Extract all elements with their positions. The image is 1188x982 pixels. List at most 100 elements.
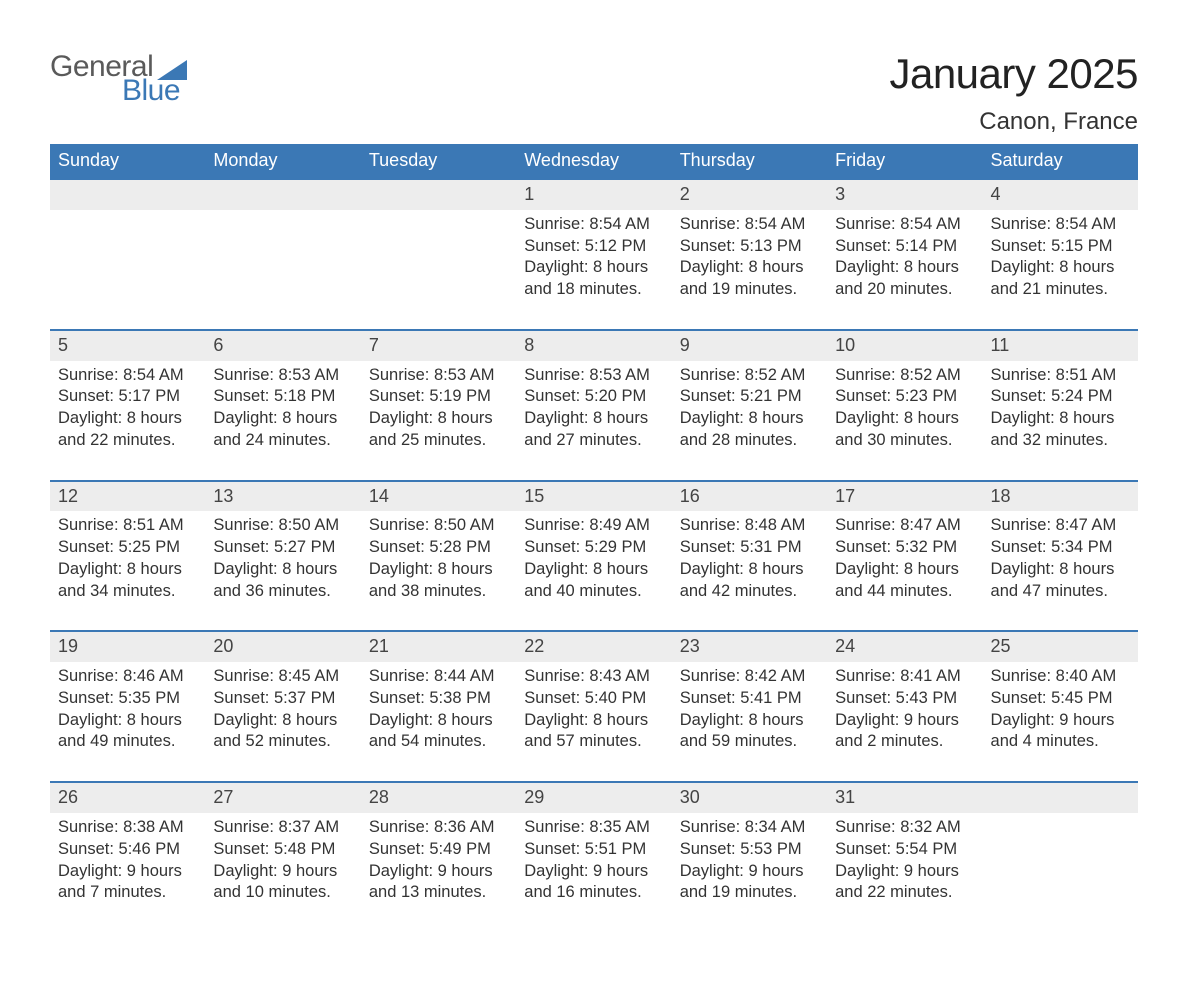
day-sunset: Sunset: 5:45 PM <box>991 688 1130 710</box>
day-sunrise: Sunrise: 8:52 AM <box>680 365 819 387</box>
month-title: January 2025 <box>889 50 1138 98</box>
day-number: 16 <box>672 482 827 512</box>
day-dl1: Daylight: 8 hours <box>213 559 352 581</box>
day-sunset: Sunset: 5:38 PM <box>369 688 508 710</box>
day-dl1: Daylight: 9 hours <box>369 861 508 883</box>
day-number <box>205 180 360 210</box>
calendar-day-cell <box>361 179 516 330</box>
calendar-week-row: 5Sunrise: 8:54 AMSunset: 5:17 PMDaylight… <box>50 330 1138 481</box>
calendar-day-cell: 8Sunrise: 8:53 AMSunset: 5:20 PMDaylight… <box>516 330 671 481</box>
day-sunrise: Sunrise: 8:53 AM <box>369 365 508 387</box>
day-sunset: Sunset: 5:43 PM <box>835 688 974 710</box>
day-number: 18 <box>983 482 1138 512</box>
day-dl1: Daylight: 8 hours <box>680 710 819 732</box>
day-header: Friday <box>827 144 982 179</box>
day-dl2: and 24 minutes. <box>213 430 352 452</box>
day-sunrise: Sunrise: 8:42 AM <box>680 666 819 688</box>
day-number: 31 <box>827 783 982 813</box>
logo: General Blue <box>50 50 187 120</box>
day-number: 21 <box>361 632 516 662</box>
calendar-day-cell <box>205 179 360 330</box>
day-dl1: Daylight: 8 hours <box>58 408 197 430</box>
day-dl2: and 36 minutes. <box>213 581 352 603</box>
day-number: 23 <box>672 632 827 662</box>
day-header: Tuesday <box>361 144 516 179</box>
day-sunset: Sunset: 5:27 PM <box>213 537 352 559</box>
calendar-week-row: 1Sunrise: 8:54 AMSunset: 5:12 PMDaylight… <box>50 179 1138 330</box>
day-header: Wednesday <box>516 144 671 179</box>
day-sunset: Sunset: 5:32 PM <box>835 537 974 559</box>
calendar-day-cell: 27Sunrise: 8:37 AMSunset: 5:48 PMDayligh… <box>205 782 360 932</box>
title-block: January 2025 Canon, France <box>889 50 1138 136</box>
day-dl2: and 59 minutes. <box>680 731 819 753</box>
calendar-day-cell: 15Sunrise: 8:49 AMSunset: 5:29 PMDayligh… <box>516 481 671 632</box>
day-number: 13 <box>205 482 360 512</box>
day-number: 14 <box>361 482 516 512</box>
day-sunrise: Sunrise: 8:54 AM <box>524 214 663 236</box>
calendar-day-cell: 5Sunrise: 8:54 AMSunset: 5:17 PMDaylight… <box>50 330 205 481</box>
day-dl2: and 25 minutes. <box>369 430 508 452</box>
day-dl2: and 30 minutes. <box>835 430 974 452</box>
day-sunrise: Sunrise: 8:54 AM <box>680 214 819 236</box>
day-dl1: Daylight: 8 hours <box>524 710 663 732</box>
day-sunset: Sunset: 5:51 PM <box>524 839 663 861</box>
day-sunrise: Sunrise: 8:49 AM <box>524 515 663 537</box>
day-number <box>50 180 205 210</box>
day-sunset: Sunset: 5:46 PM <box>58 839 197 861</box>
day-dl2: and 44 minutes. <box>835 581 974 603</box>
day-dl2: and 2 minutes. <box>835 731 974 753</box>
day-dl2: and 18 minutes. <box>524 279 663 301</box>
day-number: 11 <box>983 331 1138 361</box>
day-sunset: Sunset: 5:21 PM <box>680 386 819 408</box>
day-sunset: Sunset: 5:28 PM <box>369 537 508 559</box>
day-number: 8 <box>516 331 671 361</box>
day-dl2: and 38 minutes. <box>369 581 508 603</box>
day-dl1: Daylight: 8 hours <box>835 408 974 430</box>
day-dl1: Daylight: 9 hours <box>835 861 974 883</box>
day-number: 1 <box>516 180 671 210</box>
calendar-day-cell: 10Sunrise: 8:52 AMSunset: 5:23 PMDayligh… <box>827 330 982 481</box>
location: Canon, France <box>889 108 1138 136</box>
day-dl2: and 10 minutes. <box>213 882 352 904</box>
day-sunrise: Sunrise: 8:52 AM <box>835 365 974 387</box>
day-sunset: Sunset: 5:15 PM <box>991 236 1130 258</box>
day-sunset: Sunset: 5:12 PM <box>524 236 663 258</box>
calendar-day-cell: 21Sunrise: 8:44 AMSunset: 5:38 PMDayligh… <box>361 631 516 782</box>
day-number: 22 <box>516 632 671 662</box>
day-sunset: Sunset: 5:14 PM <box>835 236 974 258</box>
day-dl2: and 7 minutes. <box>58 882 197 904</box>
day-sunrise: Sunrise: 8:44 AM <box>369 666 508 688</box>
day-number: 2 <box>672 180 827 210</box>
day-sunset: Sunset: 5:31 PM <box>680 537 819 559</box>
day-dl2: and 19 minutes. <box>680 279 819 301</box>
day-dl2: and 4 minutes. <box>991 731 1130 753</box>
day-sunset: Sunset: 5:25 PM <box>58 537 197 559</box>
day-sunrise: Sunrise: 8:47 AM <box>835 515 974 537</box>
day-header: Thursday <box>672 144 827 179</box>
day-dl2: and 49 minutes. <box>58 731 197 753</box>
calendar-week-row: 12Sunrise: 8:51 AMSunset: 5:25 PMDayligh… <box>50 481 1138 632</box>
day-dl1: Daylight: 8 hours <box>680 559 819 581</box>
day-dl2: and 54 minutes. <box>369 731 508 753</box>
day-dl1: Daylight: 9 hours <box>680 861 819 883</box>
day-dl1: Daylight: 8 hours <box>991 559 1130 581</box>
day-sunrise: Sunrise: 8:48 AM <box>680 515 819 537</box>
day-sunset: Sunset: 5:23 PM <box>835 386 974 408</box>
day-dl1: Daylight: 8 hours <box>835 559 974 581</box>
day-dl1: Daylight: 8 hours <box>524 257 663 279</box>
day-sunrise: Sunrise: 8:43 AM <box>524 666 663 688</box>
day-sunset: Sunset: 5:19 PM <box>369 386 508 408</box>
day-sunset: Sunset: 5:53 PM <box>680 839 819 861</box>
day-sunrise: Sunrise: 8:32 AM <box>835 817 974 839</box>
day-number: 4 <box>983 180 1138 210</box>
calendar-day-cell <box>50 179 205 330</box>
day-sunset: Sunset: 5:20 PM <box>524 386 663 408</box>
calendar-day-cell: 7Sunrise: 8:53 AMSunset: 5:19 PMDaylight… <box>361 330 516 481</box>
calendar-day-cell: 20Sunrise: 8:45 AMSunset: 5:37 PMDayligh… <box>205 631 360 782</box>
calendar-day-cell: 18Sunrise: 8:47 AMSunset: 5:34 PMDayligh… <box>983 481 1138 632</box>
day-number: 12 <box>50 482 205 512</box>
day-dl1: Daylight: 8 hours <box>213 408 352 430</box>
day-dl1: Daylight: 9 hours <box>213 861 352 883</box>
calendar-day-cell: 2Sunrise: 8:54 AMSunset: 5:13 PMDaylight… <box>672 179 827 330</box>
day-number: 26 <box>50 783 205 813</box>
